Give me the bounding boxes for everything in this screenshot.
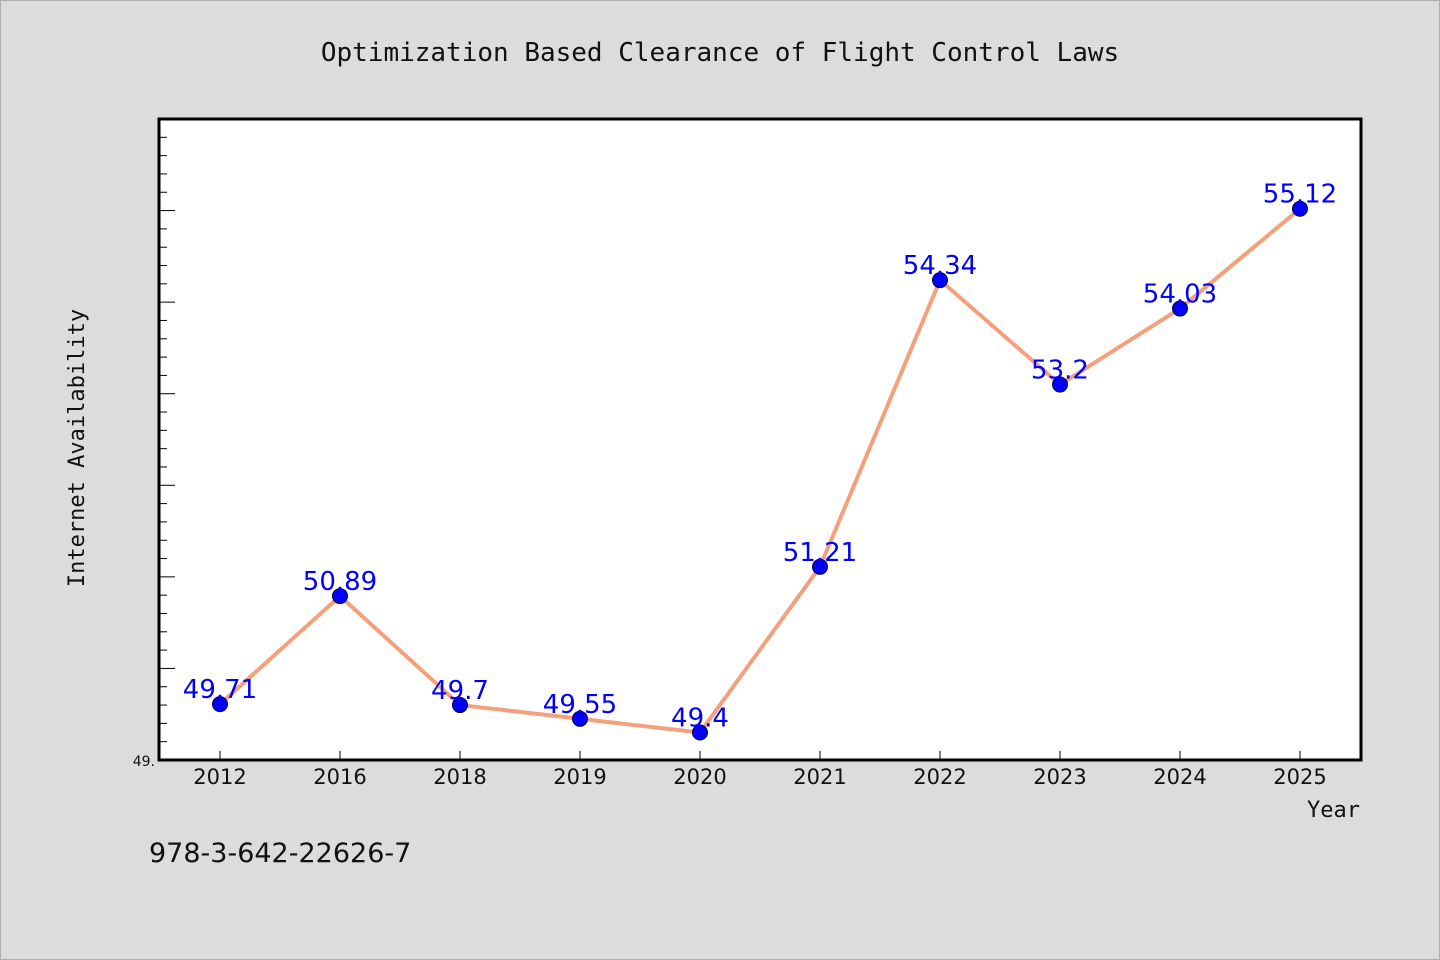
data-point xyxy=(812,558,828,575)
x-tick-label: 2012 xyxy=(193,765,246,789)
x-axis-ticks: 2012 2016 2018 2019 2020 2021 2022 2023 2024 2025 xyxy=(193,751,1327,789)
x-tick-label: 2022 xyxy=(913,765,966,789)
plot-area xyxy=(157,117,1363,762)
series-group: 49.71 50.89 49.7 49.55 49.4 51.21 54.34 53.2 54.… xyxy=(183,180,1337,741)
data-label: 54.34 xyxy=(903,251,977,281)
x-axis-label: Year xyxy=(1307,798,1360,823)
data-label: 49.71 xyxy=(183,675,257,705)
y-axis-ticks xyxy=(159,136,175,743)
y-axis-label: Internet Availability xyxy=(65,309,90,587)
data-point xyxy=(1052,376,1068,393)
data-label: 49.7 xyxy=(431,676,489,706)
data-label: 55.12 xyxy=(1263,180,1337,210)
data-point xyxy=(332,588,348,605)
data-point xyxy=(572,710,588,727)
x-tick-label: 2020 xyxy=(673,765,726,789)
x-tick-label: 2025 xyxy=(1273,765,1326,789)
x-tick-label: 2019 xyxy=(553,765,606,789)
x-tick-label: 2018 xyxy=(433,765,486,789)
y-tick-label: 49. xyxy=(133,754,155,770)
data-point xyxy=(1292,200,1308,217)
footer-isbn: 978-3-642-22626-7 xyxy=(149,838,411,869)
x-tick-label: 2021 xyxy=(793,765,846,789)
x-tick-label: 2023 xyxy=(1033,765,1086,789)
data-label: 54.03 xyxy=(1143,280,1217,310)
data-point xyxy=(452,697,468,714)
data-label: 49.55 xyxy=(543,690,617,720)
data-point xyxy=(212,696,228,713)
data-label: 53.2 xyxy=(1031,356,1089,386)
data-label: 51.21 xyxy=(783,538,857,568)
x-tick-label: 2024 xyxy=(1153,765,1206,789)
data-label: 49.4 xyxy=(671,704,729,734)
chart-title: Optimization Based Clearance of Flight C… xyxy=(321,38,1119,68)
x-tick-label: 2016 xyxy=(313,765,366,789)
series-line xyxy=(218,207,1302,735)
data-point xyxy=(692,724,708,741)
data-point xyxy=(932,272,948,289)
data-point xyxy=(1172,300,1188,317)
data-label: 50.89 xyxy=(303,567,377,597)
